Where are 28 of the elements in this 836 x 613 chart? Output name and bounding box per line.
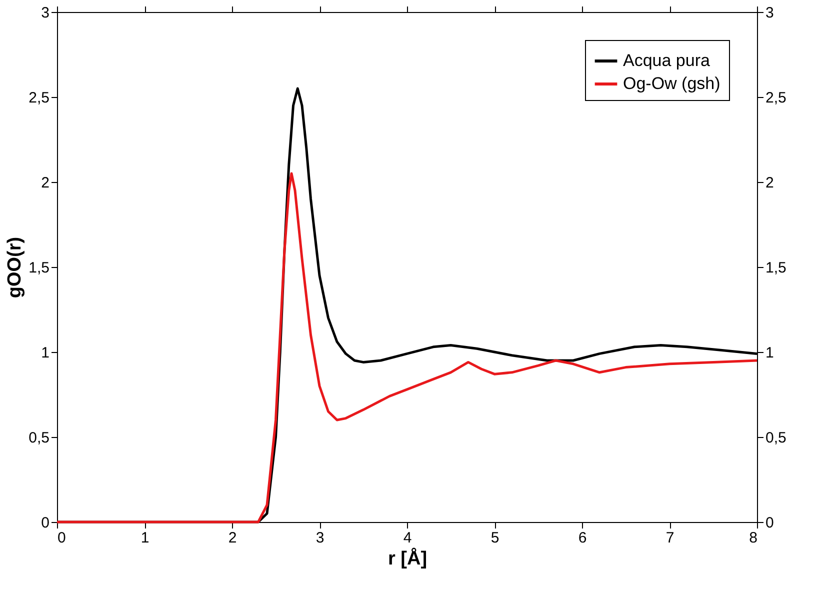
- y-tick-label: 1: [41, 344, 50, 362]
- y2-tick-label: 1: [766, 344, 774, 362]
- line-series: [56, 172, 758, 524]
- y2-tick-label: 2,5: [766, 90, 786, 106]
- x-tick-label: 8: [749, 530, 758, 546]
- y2-tick-label: 3: [766, 4, 774, 22]
- y2-tick-label: 1,5: [766, 260, 786, 276]
- y-tick-label: 1,5: [28, 260, 50, 276]
- y-tick-label: 0: [41, 514, 50, 532]
- legend-label: Acqua pura: [623, 51, 710, 70]
- x-tick-label: 3: [316, 530, 324, 546]
- y-tick-label: 3: [41, 4, 50, 22]
- y-tick-label: 2,5: [28, 90, 50, 106]
- x-axis-title: r [Å]: [388, 548, 428, 570]
- y-axis-title: gOO(r): [4, 236, 26, 298]
- y2-tick-label: 0,5: [766, 430, 786, 446]
- y2-tick-label: 2: [766, 174, 774, 192]
- x-tick-label: 4: [403, 530, 412, 546]
- x-tick-label: 1: [140, 530, 150, 546]
- y2-tick-label: 0: [766, 514, 774, 532]
- x-tick-label: 0: [58, 530, 66, 546]
- legend-label: Og-Ow (gsh): [623, 74, 720, 93]
- y-tick-label: 2: [41, 174, 50, 192]
- x-tick-label: 7: [666, 530, 674, 546]
- x-tick-label: 5: [490, 530, 500, 546]
- y-tick-label: 0,5: [28, 430, 50, 446]
- x-tick-label: 6: [578, 530, 587, 546]
- x-tick-label: 2: [228, 530, 237, 546]
